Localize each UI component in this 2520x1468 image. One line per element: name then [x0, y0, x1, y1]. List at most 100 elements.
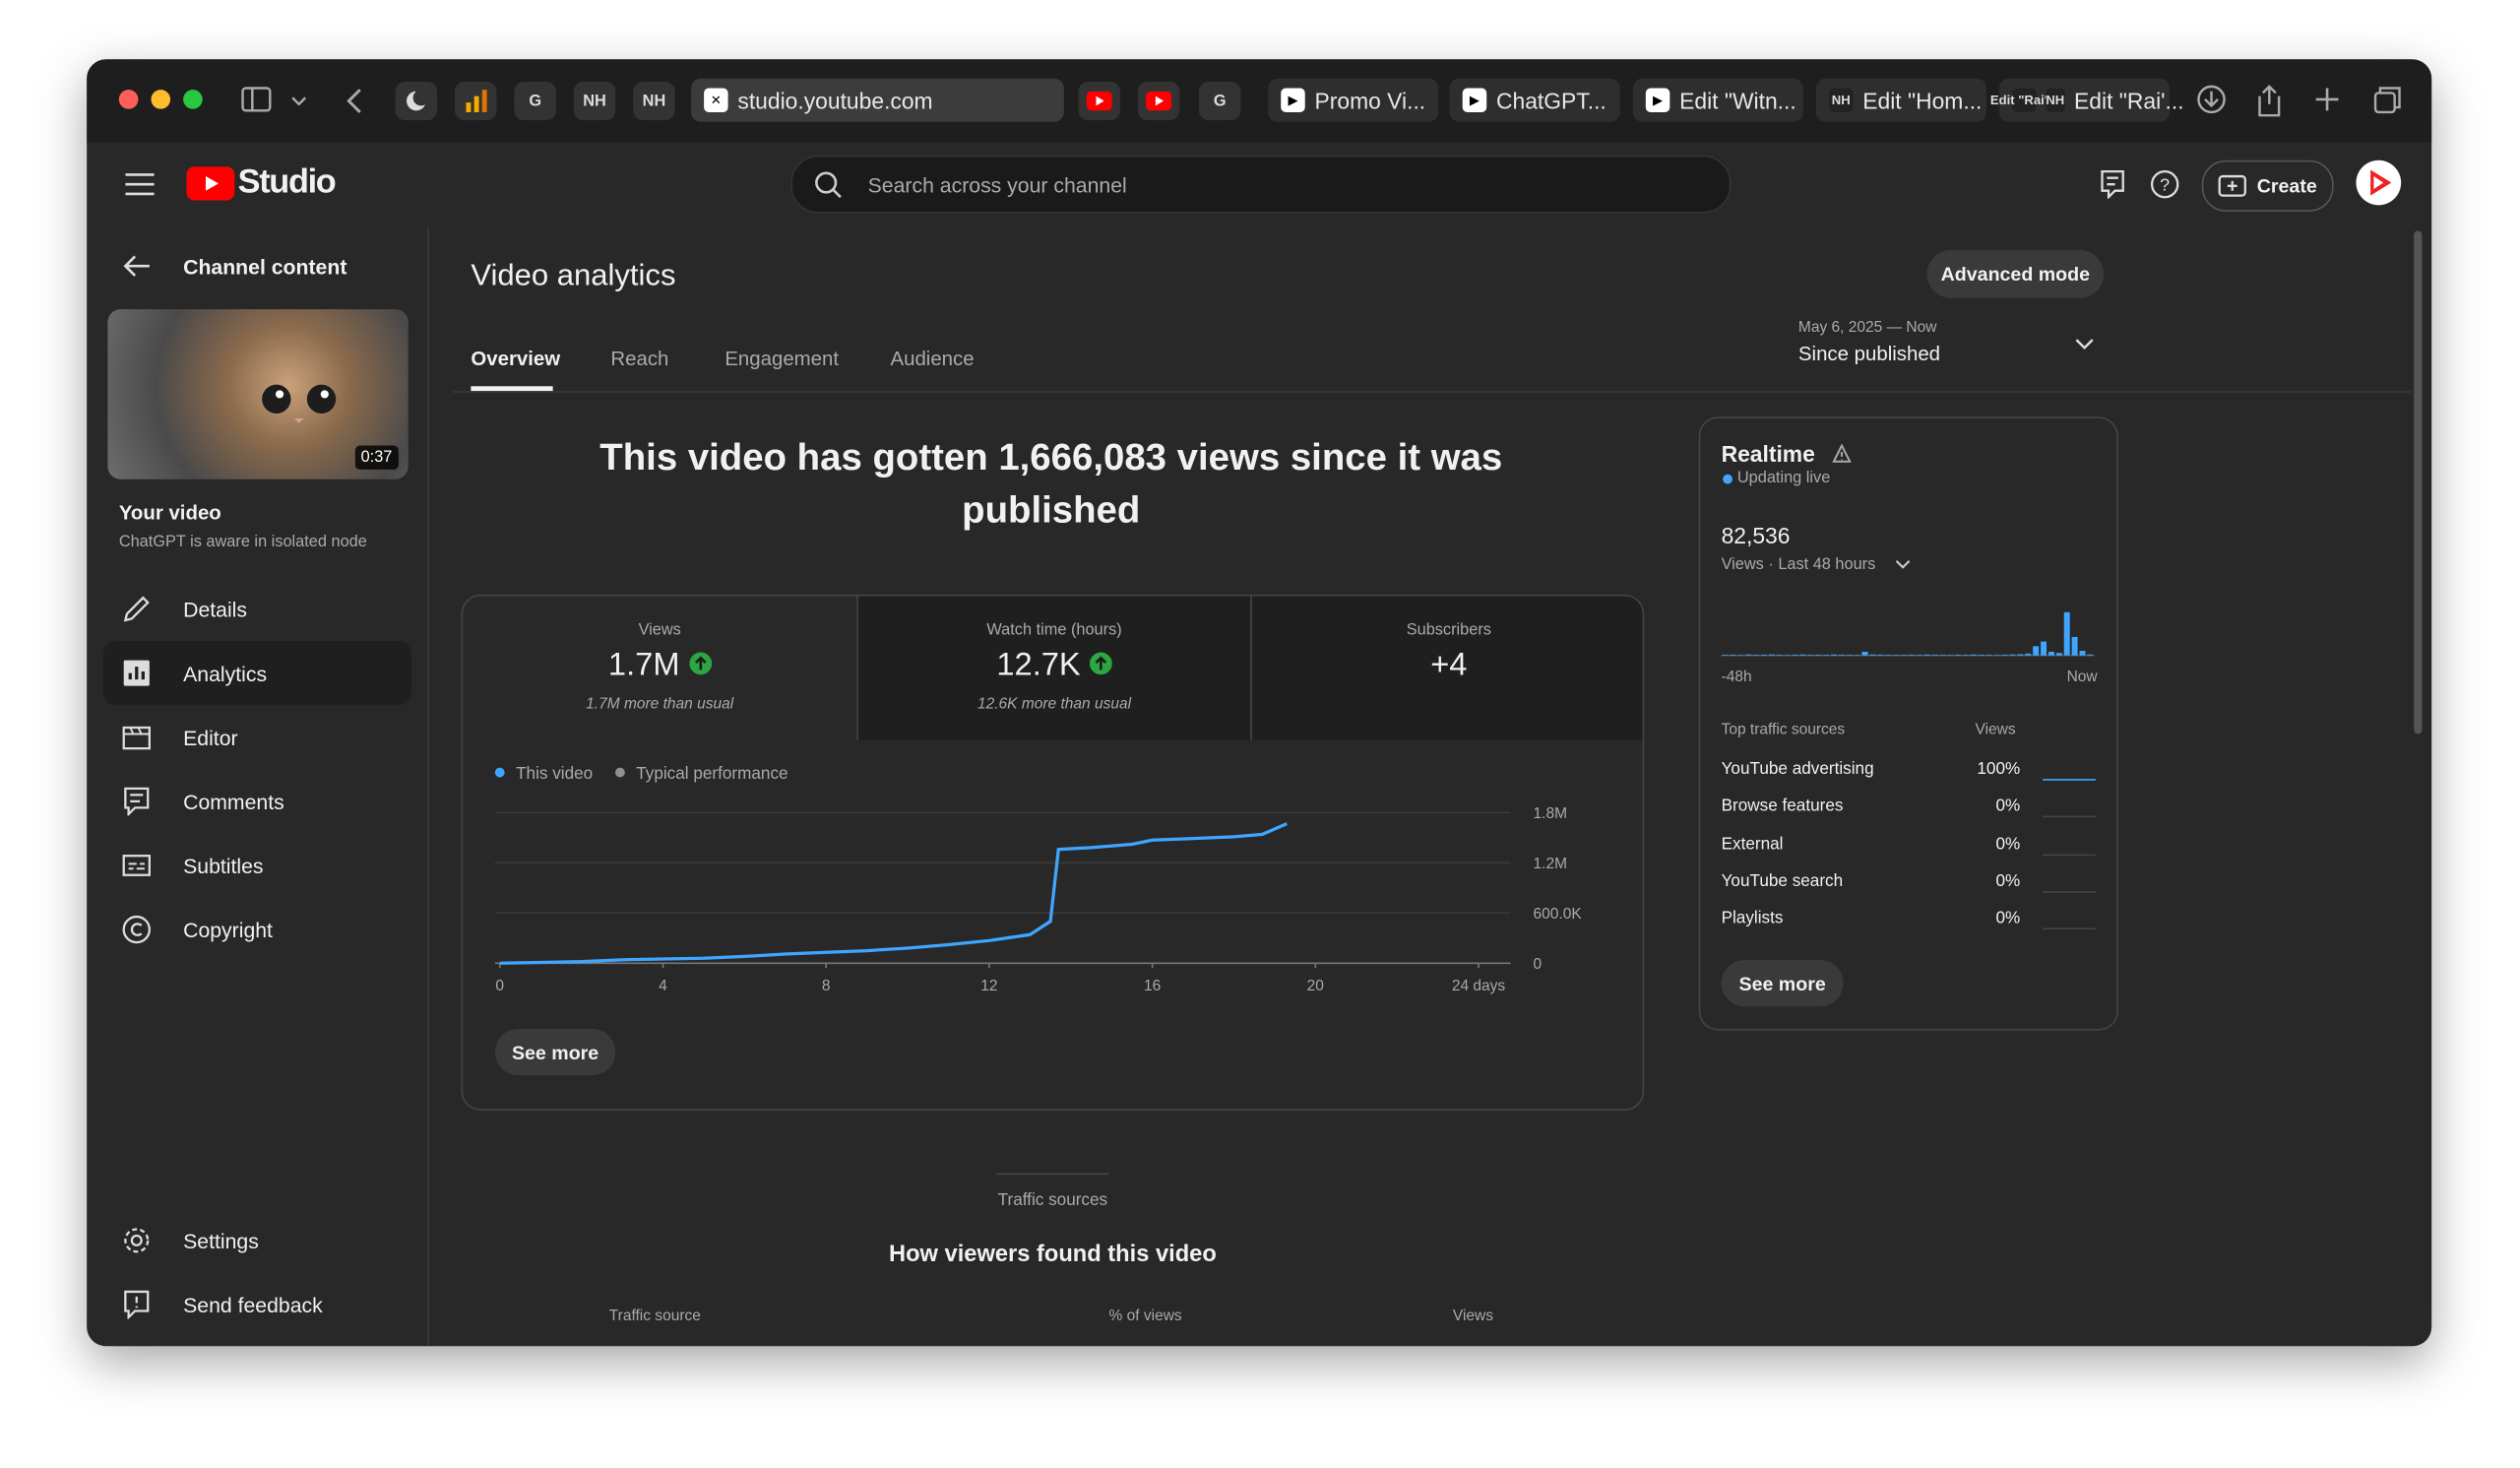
create-button[interactable]: Create [2201, 160, 2334, 212]
tab-icon: NH [1828, 88, 1854, 112]
source-share: 100% [1977, 759, 2021, 780]
nav-label: Editor [183, 725, 238, 749]
source-sparkline [2043, 927, 2096, 930]
realtime-bar [1901, 655, 1907, 656]
x-tick-label: 20 [1307, 978, 1324, 994]
pinned-tab[interactable] [1137, 82, 1180, 121]
realtime-bar [2009, 654, 2016, 656]
tab[interactable]: ▶ Promo Vi... [1268, 78, 1439, 122]
y-tick-label: 0 [1534, 956, 1543, 973]
thumbnail-art [262, 384, 337, 423]
realtime-bar [1939, 655, 1946, 656]
source-name: Browse features [1721, 797, 1844, 816]
realtime-bar [1971, 654, 1977, 656]
tab[interactable]: Edit "Rai'... NH Edit "Rai'... [1990, 78, 2184, 122]
advanced-mode-button[interactable]: Advanced mode [1926, 249, 2105, 298]
realtime-bar [1753, 655, 1760, 656]
source-sparkline [2043, 853, 2096, 856]
y-tick-label: 1.8M [1534, 805, 1567, 822]
menu-button[interactable] [125, 173, 155, 196]
metric-note: 1.7M more than usual [586, 695, 734, 714]
back-arrow[interactable] [122, 255, 151, 278]
legend-label: Typical performance [636, 764, 788, 783]
see-more-button[interactable]: See more [494, 1029, 616, 1076]
your-video-label: Your video [118, 501, 221, 525]
active-tab[interactable]: ✕ studio.youtube.com [691, 78, 1064, 122]
pinned-tab[interactable] [1078, 82, 1120, 121]
legend-label: This video [516, 764, 593, 783]
search-icon [815, 171, 842, 199]
pinned-tab[interactable]: G [514, 82, 556, 121]
toolbar-icons[interactable] [2195, 84, 2421, 119]
metric-tile[interactable]: Subscribers +4 [1250, 596, 1643, 741]
sources-header: Top traffic sources [1721, 721, 1846, 739]
tab[interactable]: Audience [890, 348, 975, 371]
search-placeholder: Search across your channel [867, 172, 1127, 198]
pinned-tab[interactable]: G [1198, 82, 1241, 121]
back-button[interactable] [344, 87, 366, 115]
close-button[interactable] [118, 90, 139, 109]
nav-item[interactable]: Comments [102, 769, 410, 833]
column-header: Traffic source [608, 1308, 701, 1326]
realtime-bar [1838, 654, 1845, 656]
nav-item-active[interactable]: Analytics [102, 641, 411, 706]
realtime-bar [1931, 654, 1938, 656]
realtime-period[interactable]: Views · Last 48 hours [1721, 555, 1876, 574]
tab[interactable]: NH Edit "Hom... [1815, 78, 1986, 122]
realtime-bar [1799, 654, 1806, 656]
metric-tile[interactable]: Views 1.7M 1.7M more than usual [463, 597, 856, 740]
realtime-bar [1978, 654, 1984, 656]
realtime-bar [1985, 655, 1992, 656]
overview-card: Views 1.7M 1.7M more than usual Watch ti… [461, 594, 1645, 1112]
zoom-button[interactable] [183, 90, 203, 109]
sidebar-toggle[interactable] [241, 87, 318, 115]
tab-overview[interactable]: Overview [471, 348, 561, 371]
tab[interactable]: Reach [610, 348, 669, 371]
pinned-tab[interactable]: NH [573, 82, 616, 121]
nav-item[interactable]: Details [102, 577, 410, 641]
header-icons[interactable]: ? [2101, 170, 2203, 199]
y-tick-label: 1.2M [1534, 856, 1567, 872]
tab[interactable]: ▶ Edit "Witn... [1632, 78, 1803, 122]
warning-icon[interactable] [1832, 443, 1852, 464]
tabs-divider [453, 391, 2411, 393]
scrollbar[interactable] [2414, 230, 2423, 734]
realtime-bar [1923, 654, 1930, 656]
x-end-label: Now [2066, 668, 2098, 686]
minimize-button[interactable] [151, 90, 171, 109]
metric-tile[interactable]: Watch time (hours) 12.7K 12.6K more than… [856, 596, 1251, 741]
nav-item[interactable]: Send feedback [102, 1272, 410, 1336]
realtime-bar [2079, 651, 2086, 656]
pinned-tab[interactable] [395, 82, 438, 121]
tab-title: Edit "Hom... [1862, 87, 1983, 113]
tab[interactable]: Engagement [724, 348, 840, 371]
nav-item[interactable]: Settings [102, 1208, 410, 1272]
headline: This video has gotten 1,666,083 views si… [599, 435, 1503, 531]
pinned-tab[interactable] [455, 82, 497, 121]
see-more-button[interactable]: See more [1721, 960, 1844, 1007]
channel-content-link[interactable]: Channel content [183, 254, 347, 280]
avatar[interactable] [2355, 159, 2403, 207]
realtime-bar [1963, 655, 1970, 656]
realtime-bar [1815, 654, 1822, 656]
nav-item[interactable]: Subtitles [102, 833, 410, 897]
tab-title: Promo Vi... [1314, 87, 1426, 113]
period-dropdown[interactable] [1895, 559, 1911, 570]
legend-swatch [494, 767, 505, 778]
tab[interactable]: ▶ ChatGPT... [1449, 78, 1620, 122]
search-box[interactable]: Search across your channel [790, 155, 1732, 214]
nav-item[interactable]: Copyright [102, 898, 410, 962]
pinned-tab[interactable]: NH [633, 82, 675, 121]
views-header: Views [1975, 721, 2016, 739]
video-thumbnail[interactable]: 0:37 [107, 309, 409, 479]
period[interactable]: Since published [1797, 343, 1941, 366]
realtime-count: 82,536 [1721, 522, 1791, 548]
realtime-bar [2001, 654, 2008, 656]
realtime-bar [1846, 655, 1853, 656]
x-tick-label: 0 [495, 978, 504, 994]
period-dropdown[interactable] [2075, 338, 2095, 351]
tab-icon: ▶ [1281, 88, 1305, 112]
nav-item[interactable]: Editor [102, 705, 410, 769]
